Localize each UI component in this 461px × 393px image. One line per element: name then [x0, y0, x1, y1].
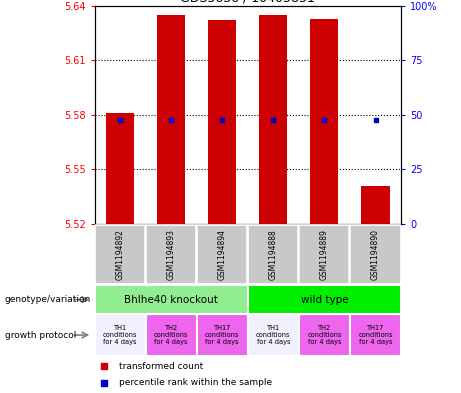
- Bar: [157, 15, 185, 224]
- Text: TH1
conditions
for 4 days: TH1 conditions for 4 days: [103, 325, 137, 345]
- Text: GSM1194890: GSM1194890: [371, 229, 380, 280]
- Bar: [259, 15, 287, 224]
- Text: growth protocol: growth protocol: [5, 331, 76, 340]
- Bar: [208, 20, 236, 224]
- Bar: [146, 314, 197, 356]
- Text: genotype/variation: genotype/variation: [5, 295, 91, 304]
- Bar: [350, 314, 401, 356]
- Bar: [146, 225, 196, 284]
- Text: wild type: wild type: [301, 295, 348, 305]
- Bar: [248, 225, 298, 284]
- Bar: [197, 314, 248, 356]
- Bar: [361, 186, 390, 224]
- Bar: [95, 314, 146, 356]
- Text: TH17
conditions
for 4 days: TH17 conditions for 4 days: [358, 325, 393, 345]
- Bar: [299, 225, 349, 284]
- Bar: [350, 225, 401, 284]
- Title: GDS5636 / 10405851: GDS5636 / 10405851: [180, 0, 315, 5]
- Bar: [248, 285, 401, 314]
- Bar: [95, 285, 248, 314]
- Bar: [248, 314, 299, 356]
- Text: GSM1194892: GSM1194892: [116, 229, 124, 280]
- Bar: [95, 225, 145, 284]
- Text: TH2
conditions
for 4 days: TH2 conditions for 4 days: [307, 325, 342, 345]
- Text: GSM1194894: GSM1194894: [218, 229, 227, 280]
- Text: Bhlhe40 knockout: Bhlhe40 knockout: [124, 295, 218, 305]
- Text: GSM1194888: GSM1194888: [269, 229, 278, 280]
- Text: GSM1194889: GSM1194889: [320, 229, 329, 280]
- Text: TH1
conditions
for 4 days: TH1 conditions for 4 days: [256, 325, 290, 345]
- Text: percentile rank within the sample: percentile rank within the sample: [119, 378, 272, 387]
- Text: TH2
conditions
for 4 days: TH2 conditions for 4 days: [154, 325, 189, 345]
- Bar: [197, 225, 247, 284]
- Text: GSM1194893: GSM1194893: [166, 229, 176, 280]
- Bar: [106, 113, 134, 224]
- Bar: [310, 18, 338, 224]
- Bar: [299, 314, 350, 356]
- Text: transformed count: transformed count: [119, 362, 203, 371]
- Text: TH17
conditions
for 4 days: TH17 conditions for 4 days: [205, 325, 240, 345]
